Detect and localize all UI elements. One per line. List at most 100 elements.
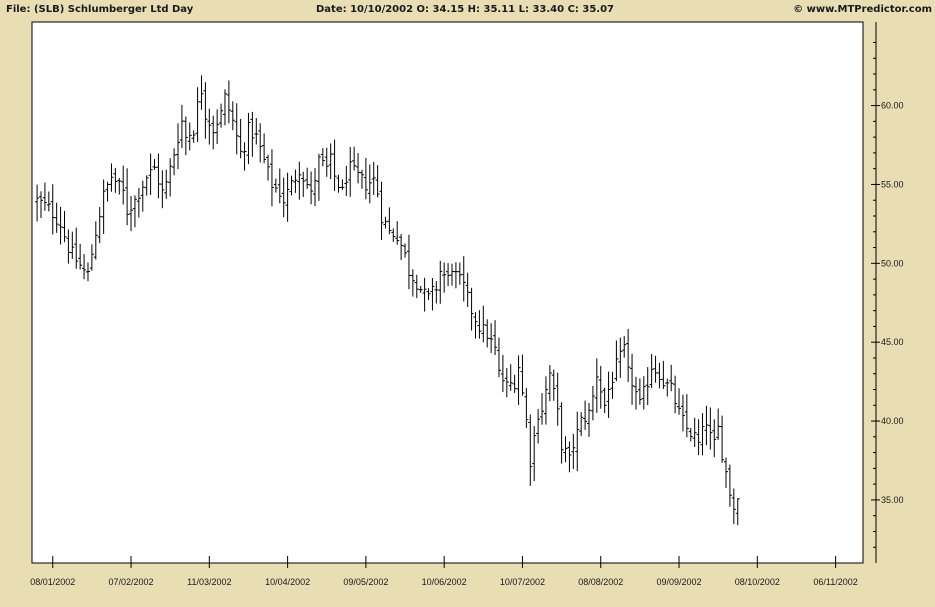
ohlc-bar: [426, 288, 431, 300]
ohlc-bar: [219, 103, 224, 128]
ohlc-bar: [716, 408, 721, 440]
ohlc-bar: [238, 118, 243, 159]
ohlc-bar: [46, 191, 51, 212]
x-tick-label: 06/11/2002: [813, 577, 857, 587]
ohlc-bar: [528, 414, 533, 486]
ohlc-bar: [434, 281, 439, 304]
ohlc-bar: [496, 337, 501, 378]
ohlc-bar: [524, 388, 529, 428]
ohlc-bar: [105, 181, 110, 202]
ohlc-bar: [285, 172, 290, 222]
ohlc-bar: [97, 207, 102, 244]
x-tick-label: 07/02/2002: [109, 577, 154, 587]
ohlc-bar: [144, 175, 149, 196]
ohlc-bar: [485, 319, 490, 348]
ohlc-bar: [266, 154, 271, 181]
y-tick-label: 45.00: [881, 337, 904, 347]
ohlc-bar: [473, 312, 478, 339]
ohlc-bar: [379, 181, 384, 241]
ohlc-bar: [35, 184, 40, 222]
ohlc-bar: [183, 116, 188, 156]
ohlc-bar: [399, 233, 404, 261]
ohlc-bar: [618, 337, 623, 378]
ohlc-bar: [536, 409, 541, 444]
ohlc-bar: [140, 180, 145, 212]
x-tick-label: 08/01/2002: [30, 577, 75, 587]
ohlc-bar: [172, 148, 177, 176]
y-tick-label: 40.00: [881, 416, 904, 426]
ohlc-bar: [465, 272, 470, 307]
ohlc-bar: [234, 103, 239, 155]
ohlc-bar: [289, 175, 294, 196]
ohlc-bar: [101, 179, 106, 234]
ohlc-bar: [387, 207, 392, 235]
ohlc-bar: [367, 164, 372, 204]
ohlc-bar: [62, 210, 67, 243]
ohlc-bar: [42, 182, 47, 211]
x-axis: 08/01/2002 07/02/2002 11/03/2002 10/04/2002…: [30, 556, 858, 587]
ohlc-bar: [489, 323, 494, 354]
ohlc-bar: [82, 254, 87, 280]
ohlc-bar: [109, 163, 114, 192]
ohlc-bar: [606, 371, 611, 418]
price-bars: [35, 75, 740, 526]
y-tick-label: 50.00: [881, 258, 904, 268]
ohlc-bar: [54, 202, 59, 233]
y-axis: 35.00 40.00 45.00 50.00 55.00 60.00: [871, 42, 904, 548]
ohlc-bar: [630, 353, 635, 405]
ohlc-bar: [320, 148, 325, 167]
ohlc-bar: [222, 89, 227, 126]
ohlc-bar: [512, 374, 517, 393]
ohlc-bar: [477, 310, 482, 339]
ohlc-readout: Date: 10/10/2002 O: 34.15 H: 35.11 L: 33…: [316, 4, 615, 15]
ohlc-bar: [383, 216, 388, 229]
ohlc-bar: [724, 457, 729, 488]
ohlc-bar: [720, 415, 725, 463]
ohlc-bar: [269, 149, 274, 207]
ohlc-bar: [551, 369, 556, 401]
ohlc-bar: [297, 161, 302, 200]
ohlc-bar: [313, 168, 318, 207]
ohlc-bar: [735, 498, 740, 526]
ohlc-bar: [626, 328, 631, 383]
ohlc-bar: [422, 277, 427, 312]
ohlc-bar: [547, 365, 552, 402]
ohlc-bar: [363, 157, 368, 200]
x-tick-label: 11/03/2002: [187, 577, 231, 587]
ohlc-bar: [70, 231, 75, 259]
ohlc-bar: [688, 427, 693, 442]
ohlc-bar: [657, 362, 662, 389]
ohlc-bar: [129, 196, 134, 232]
ohlc-bar: [58, 206, 63, 245]
ohlc-bar: [332, 139, 337, 191]
ohlc-bar: [692, 417, 697, 447]
ohlc-bar: [540, 393, 545, 425]
ohlc-bar: [305, 167, 310, 189]
ohlc-bar: [250, 111, 255, 157]
ohlc-bar: [152, 159, 157, 170]
ohlc-bar: [215, 109, 220, 145]
x-tick-label: 10/06/2002: [422, 577, 467, 587]
ohlc-bar: [187, 122, 192, 151]
ohlc-bar: [356, 152, 361, 184]
ohlc-bar: [191, 130, 196, 143]
ohlc-bar: [371, 161, 376, 195]
ohlc-bar: [375, 165, 380, 198]
ohlc-bar: [504, 368, 509, 398]
ohlc-bar: [226, 80, 231, 124]
ohlc-bar: [78, 243, 83, 270]
y-tick-label: 60.00: [881, 101, 904, 111]
ohlc-bar: [520, 354, 525, 396]
ohlc-bar: [410, 269, 415, 297]
ohlc-bar: [590, 386, 595, 421]
ohlc-bar: [442, 262, 447, 293]
ohlc-bar: [176, 123, 181, 170]
ohlc-bar: [673, 375, 678, 414]
x-tick-label: 10/04/2002: [265, 577, 310, 587]
ohlc-bar: [594, 358, 599, 413]
ohlc-bar: [344, 165, 349, 197]
plot-area: [31, 21, 864, 564]
ohlc-bar: [508, 364, 513, 391]
ohlc-bar: [571, 433, 576, 469]
